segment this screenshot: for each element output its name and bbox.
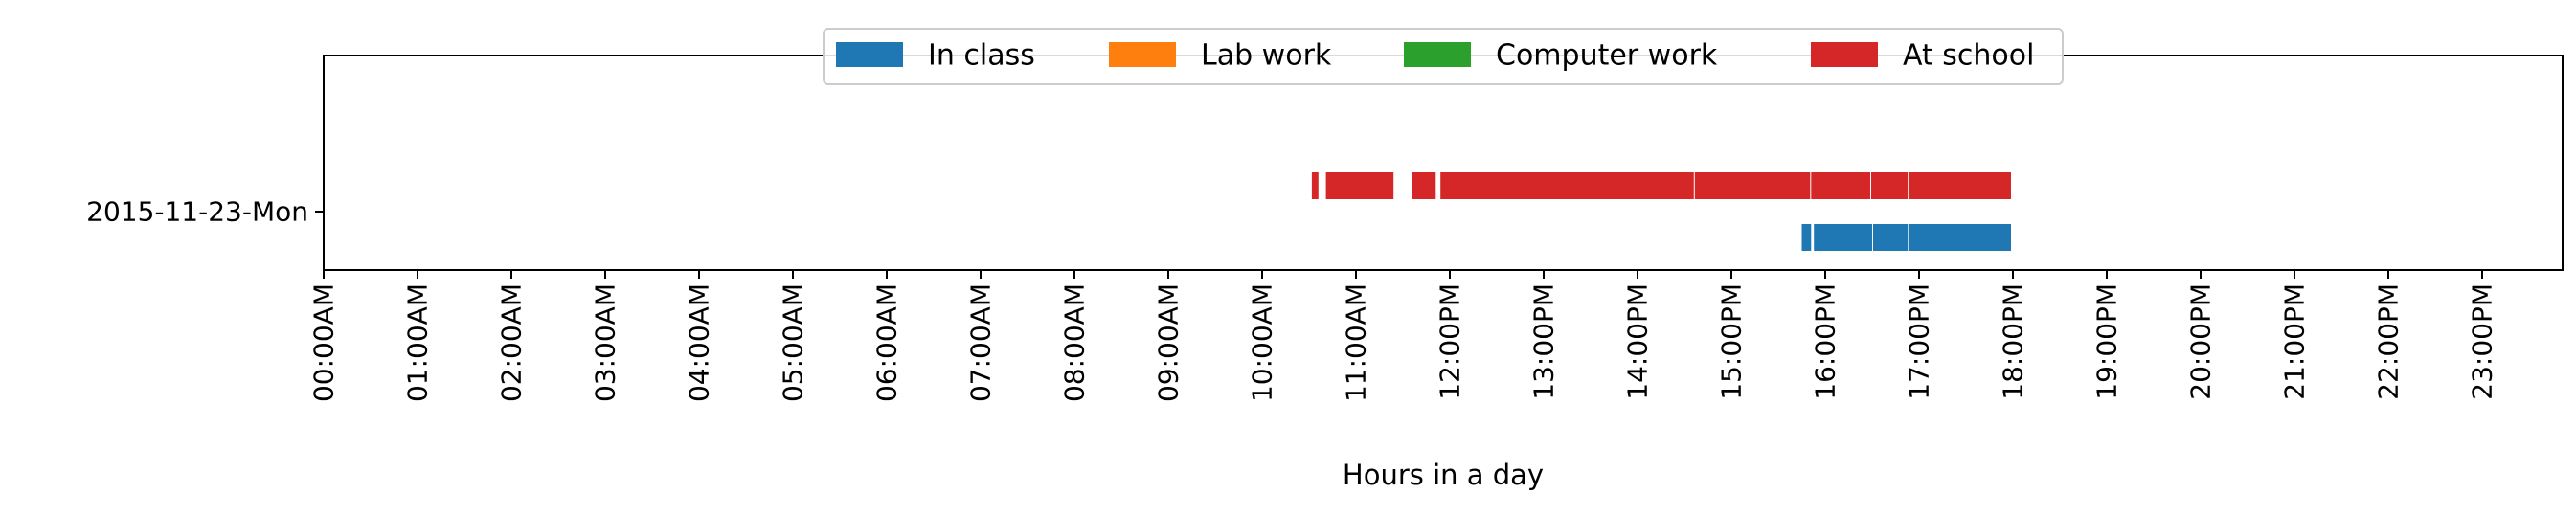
x-tick-label: 15:00PM <box>1716 283 1748 400</box>
at-school-bar-7 <box>1909 172 2011 199</box>
x-tick-label: 14:00PM <box>1622 283 1654 400</box>
x-tick-label: 21:00PM <box>2279 283 2311 400</box>
x-tick-label: 00:00AM <box>308 283 340 402</box>
x-tick-label: 10:00AM <box>1247 283 1278 402</box>
legend-label-in-class: In class <box>928 39 1035 73</box>
legend-swatch-in-class <box>836 42 903 67</box>
x-tick-label: 17:00PM <box>1904 283 1935 400</box>
in-class-bar-0 <box>1801 224 1812 251</box>
x-tick-label: 22:00PM <box>2373 283 2405 400</box>
x-tick-label: 07:00AM <box>965 283 997 402</box>
at-school-bar-2 <box>1412 172 1436 199</box>
at-school-bar-4 <box>1694 172 1811 199</box>
x-tick-label: 12:00PM <box>1435 283 1466 400</box>
bars-layer <box>1311 172 2011 251</box>
x-tick-label: 08:00AM <box>1059 283 1091 402</box>
legend: In class Lab work Computer work At school <box>823 28 2064 85</box>
x-tick-label: 02:00AM <box>496 283 528 402</box>
at-school-bar-5 <box>1811 172 1870 199</box>
legend-label-lab-work: Lab work <box>1201 39 1332 73</box>
at-school-bar-1 <box>1325 172 1394 199</box>
x-tick-label: 20:00PM <box>2185 283 2217 400</box>
legend-swatch-at-school <box>1811 42 1878 67</box>
x-tick-label: 19:00PM <box>2091 283 2123 400</box>
legend-label-at-school: At school <box>1903 39 2034 73</box>
x-tick-label: 03:00AM <box>590 283 621 402</box>
x-tick-label: 05:00AM <box>778 283 809 402</box>
x-tick-label: 04:00AM <box>684 283 715 402</box>
at-school-bar-0 <box>1311 172 1319 199</box>
x-tick-label: 11:00AM <box>1341 283 1372 402</box>
legend-label-computer-work: Computer work <box>1496 39 1718 73</box>
x-tick-label: 16:00PM <box>1810 283 1842 400</box>
axis-ticks: 00:00AM 01:00AM 02:00AM 03:00AM 04:00AM 05:00… <box>86 196 2497 403</box>
x-tick-label: 09:00AM <box>1153 283 1185 402</box>
legend-swatch-computer-work <box>1404 42 1471 67</box>
at-school-bar-3 <box>1440 172 1694 199</box>
plot-frame <box>323 55 2564 271</box>
x-tick-label: 06:00AM <box>871 283 903 402</box>
x-tick-label: 18:00PM <box>1998 283 2029 400</box>
legend-swatch-lab-work <box>1109 42 1176 67</box>
y-tick-label: 2015-11-23-Mon <box>86 196 308 228</box>
x-axis-label: Hours in a day <box>1343 459 1544 491</box>
in-class-bar-3 <box>1909 224 2011 251</box>
x-tick-label: 01:00AM <box>402 283 434 402</box>
x-tick-label: 13:00PM <box>1528 283 1560 400</box>
in-class-bar-1 <box>1814 224 1872 251</box>
at-school-bar-6 <box>1871 172 1909 199</box>
x-tick-label: 23:00PM <box>2467 283 2498 400</box>
in-class-bar-2 <box>1873 224 1909 251</box>
